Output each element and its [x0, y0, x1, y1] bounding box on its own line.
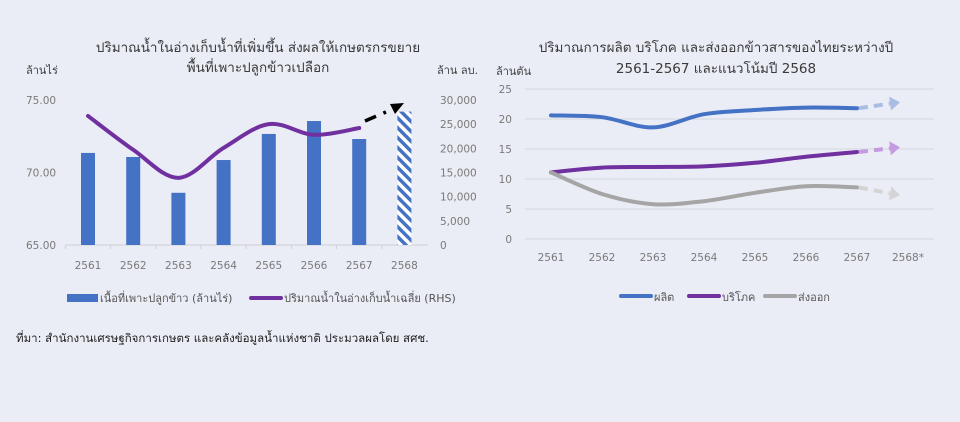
x-tick: 2564	[691, 252, 718, 264]
source-note: ที่มา: สำนักงานเศรษฐกิจการเกษตร และคลังข…	[16, 331, 429, 345]
left-y-tick: 75.00	[26, 95, 56, 107]
x-tick: 2561	[538, 252, 565, 264]
y-tick: 10	[499, 174, 512, 186]
trend-arrow-icon	[889, 96, 900, 111]
bar	[261, 133, 276, 245]
trend-arrow	[364, 103, 404, 123]
right-chart-y-unit: ล้านตัน	[496, 65, 532, 78]
legend-label: บริโภค	[722, 290, 755, 304]
bar	[126, 156, 141, 245]
left-y-axis: 75.00 70.00 65.00	[26, 95, 56, 252]
right-y-axis: 30,000 25,000 20,000 15,000 10,000 5,000 0	[440, 95, 477, 252]
legend-swatch	[763, 294, 797, 298]
right-axis-unit: ล้าน ลบ.	[437, 64, 478, 77]
right-y-tick: 25,000	[440, 119, 477, 131]
rice-production-chart: ปริมาณการผลิต บริโภค และส่งออกข้าวสารของ…	[496, 39, 934, 304]
x-tick: 2566	[793, 252, 820, 264]
y-tick: 0	[505, 234, 512, 246]
bar	[216, 160, 231, 245]
right-y-tick: 30,000	[440, 95, 477, 107]
left-chart-panel: ปริมาณน้ำในอ่างเก็บน้ำที่เพิ่มขึ้น ส่งผล…	[0, 0, 480, 320]
legend-swatch-bar	[67, 294, 98, 302]
y-tick: 15	[499, 144, 512, 156]
gridlines: 25 20 15 10 5 0	[499, 84, 934, 246]
x-tick: 2564	[210, 260, 237, 272]
right-y-tick: 15,000	[440, 168, 477, 180]
y-tick: 25	[499, 84, 512, 96]
legend-swatch	[687, 294, 721, 298]
left-y-tick: 65.00	[26, 240, 56, 252]
x-tick: 2566	[301, 260, 328, 272]
right-chart-title-line1: ปริมาณการผลิต บริโภค และส่งออกข้าวสารของ…	[539, 39, 894, 56]
trend-arrow-icon	[889, 141, 900, 156]
right-chart-legend: ผลิต บริโภค ส่งออก	[619, 290, 830, 304]
right-chart-panel: ปริมาณการผลิต บริโภค และส่งออกข้าวสารของ…	[480, 0, 960, 320]
trend-dash	[858, 185, 891, 196]
x-tick: 2561	[75, 260, 102, 272]
left-chart-title-line2: พื้นที่เพาะปลูกข้าวเปลือก	[187, 57, 330, 76]
x-tick: 2565	[255, 260, 282, 272]
left-axis-unit: ล้านไร่	[26, 64, 58, 77]
right-y-tick: 20,000	[440, 143, 477, 155]
y-tick: 5	[505, 204, 512, 216]
x-tick: 2563	[165, 260, 192, 272]
x-tick: 2565	[742, 252, 769, 264]
x-tick: 2563	[640, 252, 667, 264]
bar	[171, 192, 186, 245]
bar-series-rice-area	[81, 111, 412, 245]
x-tick: 2567	[346, 260, 373, 272]
legend-label: ส่งออก	[798, 291, 830, 304]
line-series	[549, 96, 900, 207]
rice-area-water-chart: ปริมาณน้ำในอ่างเก็บน้ำที่เพิ่มขึ้น ส่งผล…	[26, 37, 478, 305]
line-series-water-volume	[86, 113, 362, 180]
x-tick: 2568*	[892, 252, 924, 264]
trend-dash	[858, 101, 891, 111]
line-series-consumption	[549, 150, 859, 175]
legend-swatch-line	[249, 296, 283, 300]
x-axis-ticks: 2561 2562 2563 2564 2565 2566 2567 2568	[64, 245, 418, 272]
bar	[307, 121, 321, 245]
legend-swatch	[619, 294, 653, 298]
y-tick: 20	[499, 114, 512, 126]
line-series-production	[549, 105, 859, 130]
right-chart-title-line2: 2561-2567 และแนวโน้มปี 2568	[616, 60, 816, 77]
x-tick: 2562	[120, 260, 147, 272]
trend-dash	[858, 146, 891, 154]
forecast-bar	[397, 111, 412, 245]
left-chart-legend: เนื้อที่เพาะปลูกข้าว (ล้านไร่) ปริมาณน้ำ…	[67, 290, 456, 305]
left-chart-title-line1: ปริมาณน้ำในอ่างเก็บน้ำที่เพิ่มขึ้น ส่งผล…	[96, 37, 420, 56]
arrow-head-icon	[390, 103, 404, 114]
bar	[81, 152, 95, 245]
right-y-tick: 0	[440, 240, 447, 252]
left-y-tick: 70.00	[26, 168, 56, 180]
legend-label-bar: เนื้อที่เพาะปลูกข้าว (ล้านไร่)	[100, 290, 232, 305]
x-tick: 2568	[391, 260, 418, 272]
bar	[352, 139, 367, 245]
x-tick: 2562	[589, 252, 616, 264]
x-tick: 2567	[844, 252, 871, 264]
x-axis-ticks: 2561 2562 2563 2564 2565 2566 2567 2568*	[538, 252, 924, 264]
legend-label-line: ปริมาณน้ำในอ่างเก็บน้ำเฉลี่ย (RHS)	[284, 290, 456, 305]
right-y-tick: 10,000	[440, 192, 477, 204]
trend-arrow-icon	[888, 186, 900, 201]
legend-label: ผลิต	[654, 291, 674, 304]
line-series-export	[549, 170, 859, 207]
right-y-tick: 5,000	[440, 216, 470, 228]
